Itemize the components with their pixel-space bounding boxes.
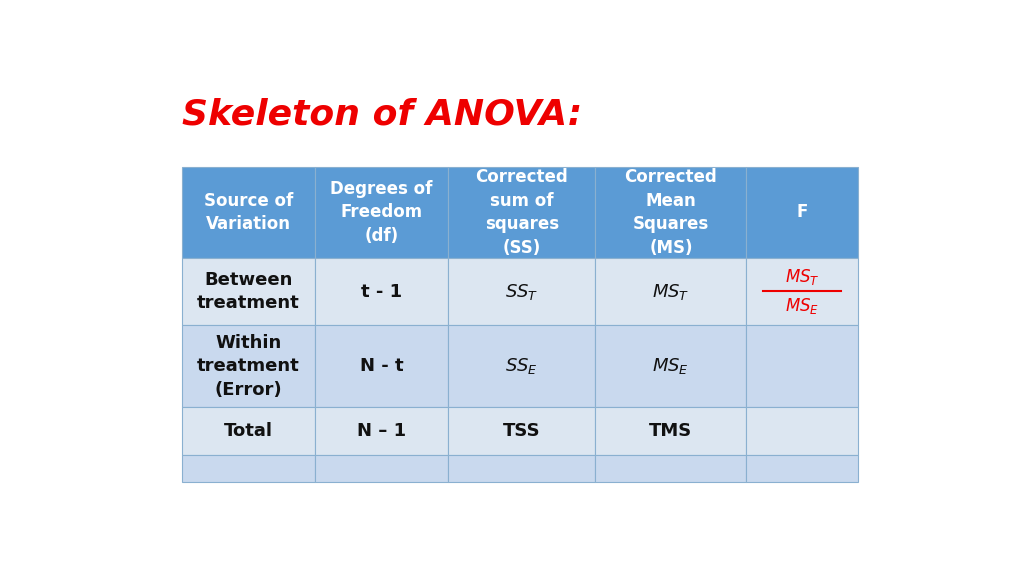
Bar xyxy=(447,166,595,258)
Bar xyxy=(746,407,858,456)
Text: t - 1: t - 1 xyxy=(360,283,402,301)
Text: N – 1: N – 1 xyxy=(357,422,407,441)
Bar xyxy=(746,258,858,325)
Bar xyxy=(315,407,447,456)
Bar xyxy=(595,325,746,407)
Text: F: F xyxy=(797,203,808,222)
Bar xyxy=(315,166,447,258)
Bar xyxy=(746,166,858,258)
Text: $SS_T$: $SS_T$ xyxy=(505,282,539,302)
Text: $\mathit{MS}_E$: $\mathit{MS}_E$ xyxy=(785,296,819,316)
Text: Skeleton of ANOVA:: Skeleton of ANOVA: xyxy=(182,98,583,132)
Text: Corrected
sum of
squares
(SS): Corrected sum of squares (SS) xyxy=(475,168,568,257)
Bar xyxy=(182,166,315,258)
Bar xyxy=(182,258,315,325)
Bar xyxy=(315,456,447,482)
Text: Between
treatment: Between treatment xyxy=(197,271,300,312)
Bar xyxy=(315,325,447,407)
Bar xyxy=(182,407,315,456)
Bar xyxy=(595,258,746,325)
Text: TSS: TSS xyxy=(503,422,541,441)
Bar xyxy=(182,325,315,407)
Bar xyxy=(595,407,746,456)
Text: Within
treatment
(Error): Within treatment (Error) xyxy=(197,334,300,399)
Bar xyxy=(447,325,595,407)
Text: Source of
Variation: Source of Variation xyxy=(204,192,293,233)
Bar xyxy=(447,407,595,456)
Bar xyxy=(182,456,315,482)
Bar xyxy=(595,166,746,258)
Text: $MS_T$: $MS_T$ xyxy=(652,282,689,302)
Bar xyxy=(746,456,858,482)
Text: Total: Total xyxy=(224,422,273,441)
Bar xyxy=(315,258,447,325)
Text: $\mathit{MS}_T$: $\mathit{MS}_T$ xyxy=(784,267,819,287)
Bar xyxy=(595,456,746,482)
Bar xyxy=(447,258,595,325)
Text: N - t: N - t xyxy=(359,357,403,375)
Text: $SS_E$: $SS_E$ xyxy=(505,356,538,376)
Bar xyxy=(447,456,595,482)
Text: TMS: TMS xyxy=(649,422,692,441)
Text: $MS_E$: $MS_E$ xyxy=(652,356,689,376)
Bar xyxy=(746,325,858,407)
Text: Corrected
Mean
Squares
(MS): Corrected Mean Squares (MS) xyxy=(625,168,717,257)
Text: Degrees of
Freedom
(df): Degrees of Freedom (df) xyxy=(331,180,433,245)
